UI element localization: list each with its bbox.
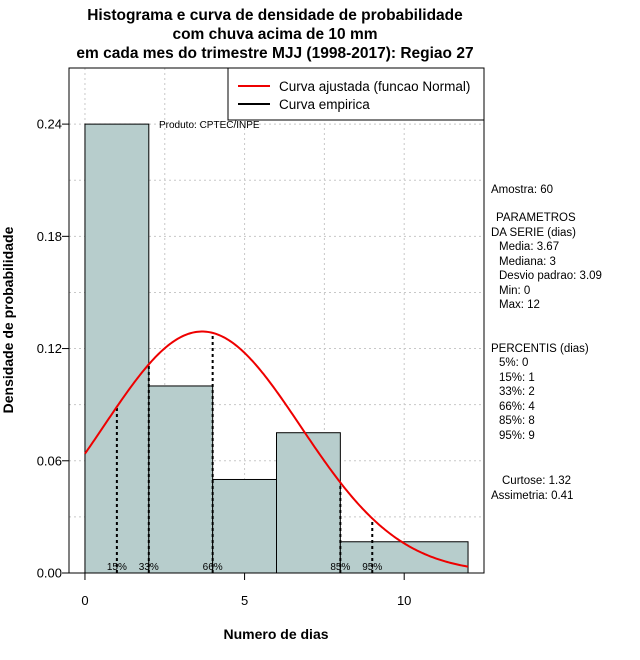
percentile-label-95: 95% (362, 562, 382, 573)
y-axis-label: Densidade de probabilidade (0, 226, 16, 413)
fitted-curve (84, 330, 469, 568)
legend-box (227, 67, 485, 121)
produto-label: Produto: CPTEC/INPE (159, 120, 260, 131)
stat-p5: 5%: 0 (499, 357, 528, 369)
percentile-lines: 15% 33% 66% 85% 95% (107, 332, 382, 573)
stat-p66: 66%: 4 (499, 401, 535, 413)
chart-title-line-1: Histograma e curva de densidade de proba… (87, 7, 463, 24)
stat-desvio: Desvio padrao: 3.09 (499, 270, 602, 282)
y-tick-label-0.12: 0.12 (37, 341, 62, 356)
stat-min: Min: 0 (499, 285, 530, 297)
stat-max: Max: 12 (499, 299, 540, 311)
percentile-label-85: 85% (330, 562, 350, 573)
x-axis-label: Numero de dias (223, 626, 328, 642)
percentile-label-33: 33% (139, 562, 159, 573)
histogram-bars (84, 123, 469, 574)
chart-title-line-3: em cada mes do trimestre MJJ (1998-2017)… (76, 45, 473, 62)
stat-parametros-title-1: PARAMETROS (496, 212, 576, 224)
y-tick-label-0.00: 0.00 (37, 566, 62, 581)
stat-amostra: Amostra: 60 (491, 184, 553, 196)
stat-assimetria: Assimetria: 0.41 (491, 490, 573, 502)
histogram-bar-4 (339, 541, 469, 574)
histogram-bar-2 (212, 478, 277, 574)
legend-label-empirical: Curva empirica (279, 97, 370, 112)
stat-curtose: Curtose: 1.32 (502, 475, 571, 487)
y-tick-label-0.06: 0.06 (37, 453, 62, 468)
x-tick-label-0: 0 (81, 593, 88, 608)
stat-p85: 85%: 8 (499, 415, 535, 427)
chart-title-line-2: com chuva acima de 10 mm (172, 26, 377, 43)
x-tick-label-10: 10 (397, 593, 411, 608)
legend: Curva ajustada (funcao Normal) Curva emp… (227, 67, 485, 121)
stat-p95: 95%: 9 (499, 430, 535, 442)
x-tick-label-5: 5 (241, 593, 248, 608)
stat-mediana: Mediana: 3 (499, 256, 556, 268)
stat-media: Media: 3.67 (499, 241, 559, 253)
legend-label-fitted: Curva ajustada (funcao Normal) (279, 79, 470, 94)
percentile-label-15: 15% (107, 562, 127, 573)
stat-p15: 15%: 1 (499, 372, 535, 384)
stat-parametros-title-2: DA SERIE (dias) (491, 227, 576, 239)
y-tick-label-0.24: 0.24 (37, 117, 62, 132)
histogram-bar-3 (276, 432, 341, 574)
stat-percentis-title: PERCENTIS (dias) (491, 343, 589, 355)
y-tick-label-0.18: 0.18 (37, 229, 62, 244)
histogram-bar-1 (148, 385, 214, 574)
stats-panel: Amostra: 60 PARAMETROS DA SERIE (dias) M… (491, 184, 602, 502)
percentile-label-66: 66% (203, 562, 223, 573)
normal-curve-line (84, 330, 469, 568)
axes: 0 5 10 0.00 0.06 0.12 0.18 0.24 (37, 117, 412, 608)
stat-p33: 33%: 2 (499, 386, 535, 398)
